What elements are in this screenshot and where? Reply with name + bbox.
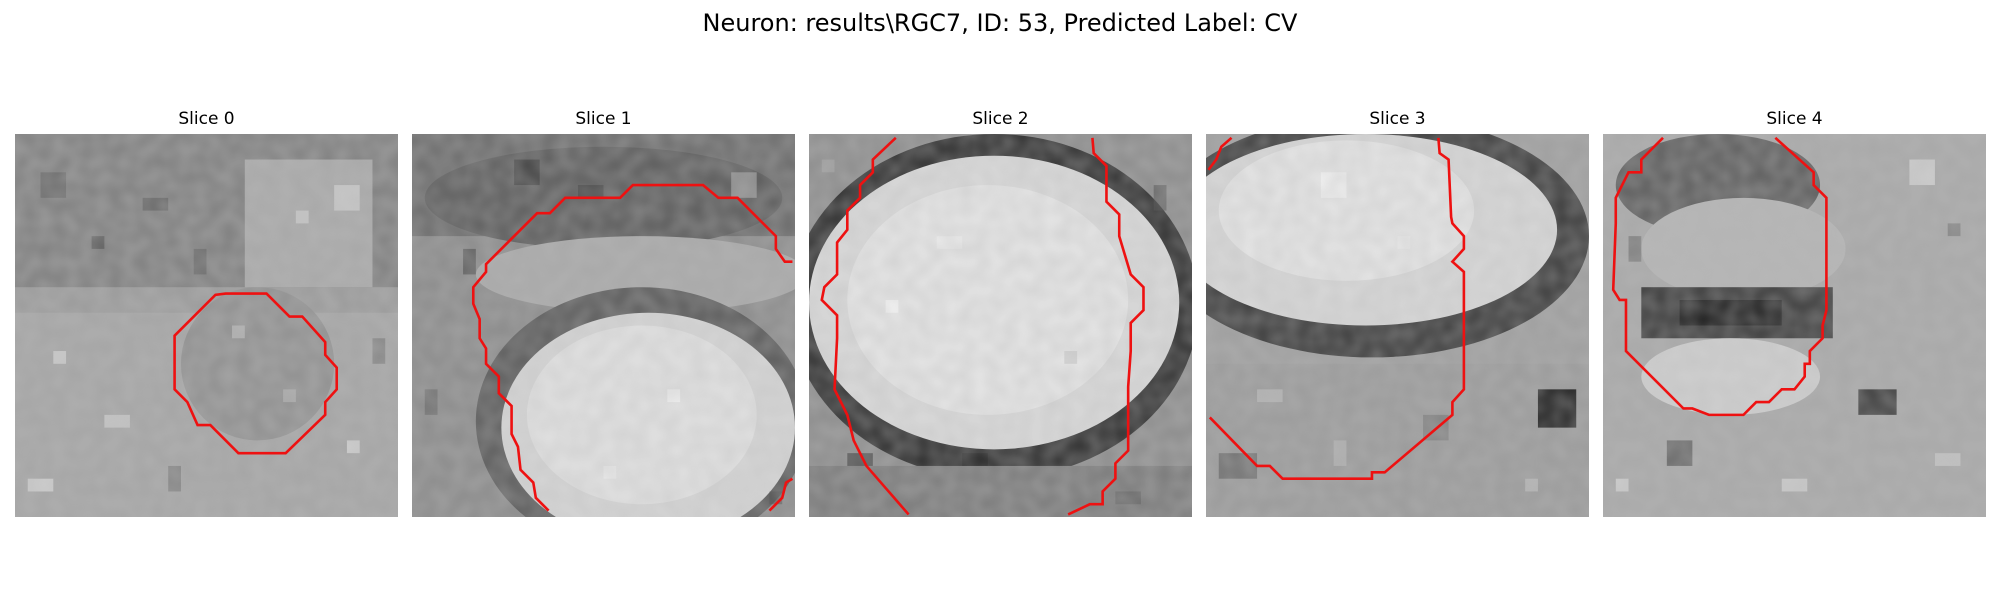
figure-title: Neuron: results\RGC7, ID: 53, Predicted … <box>702 9 1298 37</box>
slice-image-0 <box>15 134 398 517</box>
slice-title-1: Slice 1 <box>575 109 632 129</box>
slice-title-0: Slice 0 <box>178 109 235 129</box>
slice-title-2: Slice 2 <box>972 109 1029 129</box>
slice-image-1 <box>412 134 795 517</box>
slice-title-3: Slice 3 <box>1369 109 1426 129</box>
slice-image-2 <box>809 134 1192 517</box>
slice-title-4: Slice 4 <box>1766 109 1823 129</box>
slice-image-4 <box>1603 134 1986 517</box>
slice-image-3 <box>1206 134 1589 517</box>
